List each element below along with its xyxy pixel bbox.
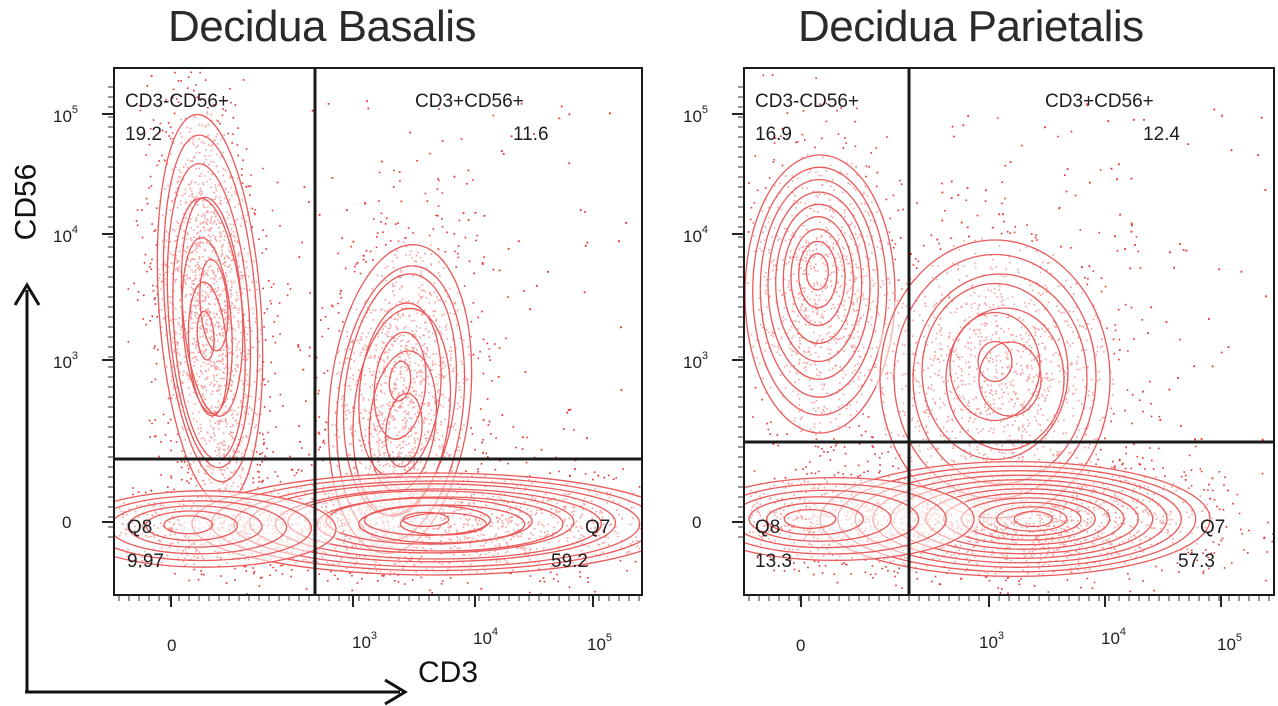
contour-ring: [115, 500, 288, 555]
contour-ring: [805, 253, 829, 291]
population-contours-1: [156, 105, 264, 513]
population-contours-4: [115, 490, 341, 568]
contour-ring: [363, 504, 492, 536]
contour-ring: [745, 154, 896, 434]
contour-ring: [977, 340, 1013, 383]
quadrant-name-top-right: CD3+CD56+: [415, 91, 524, 112]
quadrant-value-top-right: 11.6: [513, 124, 549, 145]
contour-ring: [767, 191, 871, 381]
contour-lines: [115, 105, 641, 576]
contour-ring: [745, 476, 975, 562]
contour-ring: [798, 240, 838, 309]
density-fill: [745, 478, 980, 560]
contour-ring: [358, 504, 526, 544]
population-contours-4: [745, 476, 980, 562]
contour-ring: [748, 496, 892, 542]
quadrant-value-bottom-right: 57.3: [1178, 551, 1215, 572]
density-fill: [115, 491, 341, 567]
quadrant-name-bottom-right: Q7: [585, 517, 611, 538]
contour-ring: [162, 134, 259, 483]
contour-ring: [752, 166, 888, 416]
quadrant-name-top-left: CD3-CD56+: [125, 91, 230, 112]
quadrant-value-bottom-left: 9.97: [127, 551, 164, 572]
y-axis-arrowhead: [13, 282, 41, 306]
x-tick-label-1e3: 103: [352, 630, 378, 652]
quadrant-name-top-right: CD3+CD56+: [1045, 91, 1154, 112]
x-tick-label-1e4: 104: [1101, 626, 1127, 648]
contour-ring: [745, 489, 920, 549]
y-axis-title: CD56: [9, 163, 43, 241]
y-tick-label-1e5: 105: [53, 104, 79, 126]
quadrant-name-bottom-right: Q7: [1200, 517, 1226, 538]
contour-ring: [187, 281, 229, 417]
y-tick-label-0: 0: [62, 513, 72, 532]
x-axis-ticks-left: [118, 595, 640, 607]
contour-ring: [775, 203, 863, 363]
contour-ring: [373, 331, 427, 440]
x-axis-title: CD3: [418, 656, 479, 689]
y-axis-ticks-right: [732, 86, 744, 538]
x-tick-label-0: 0: [796, 636, 806, 655]
contour-ring: [759, 178, 879, 398]
x-axis-arrowhead: [384, 678, 408, 706]
plot-area-decidua-parietalis: [745, 69, 1273, 594]
x-tick-label-1e5: 105: [1217, 632, 1243, 654]
contour-ring: [163, 515, 214, 535]
plot-panel-decidua-basalis: CD3-CD56+ 19.2 CD3+CD56+ 11.6 Q8 9.97 Q7…: [113, 67, 643, 596]
y-axis-ticks-left: [102, 86, 114, 538]
contour-ring: [196, 310, 215, 361]
contour-ring: [145, 510, 239, 542]
contour-ring: [782, 216, 854, 345]
contour-ring: [181, 236, 233, 415]
x-axis-ticks-right: [748, 595, 1270, 607]
contour-ring: [745, 483, 947, 555]
y-tick-label-1e5: 105: [683, 104, 709, 126]
contour-ring: [1013, 510, 1053, 528]
contour-ring: [166, 163, 252, 469]
quadrant-value-bottom-right: 59.2: [551, 551, 588, 572]
contour-ring: [127, 505, 263, 548]
quadrant-name-bottom-left: Q8: [127, 517, 153, 538]
contour-ring: [115, 490, 337, 568]
contour-ring: [996, 506, 1068, 532]
y-tick-label-1e3: 103: [683, 350, 709, 372]
contour-ring: [921, 282, 1069, 461]
x-tick-label-1e4: 104: [473, 626, 499, 648]
density-fill: [876, 234, 1114, 524]
plot-area-decidua-basalis: [115, 69, 641, 594]
quadrant-value-top-left: 16.9: [755, 124, 792, 145]
contour-lines: [745, 149, 1219, 578]
chart-title-decidua-parietalis: Decidua Parietalis: [798, 2, 1144, 51]
quadrant-name-top-left: CD3-CD56+: [755, 91, 860, 112]
contour-ring: [783, 508, 837, 530]
quadrant-value-top-left: 19.2: [125, 124, 162, 145]
contour-ring: [115, 495, 313, 562]
density-fill: [745, 149, 897, 439]
x-tick-label-1e5: 105: [587, 632, 613, 654]
contour-ring: [945, 307, 1065, 451]
plot-panel-decidua-parietalis: CD3-CD56+ 16.9 CD3+CD56+ 12.4 Q8 13.3 Q7…: [743, 67, 1275, 596]
y-tick-label-1e4: 104: [53, 224, 79, 246]
quadrant-value-bottom-left: 13.3: [755, 551, 792, 572]
contour-ring: [402, 511, 450, 528]
contour-ring: [399, 512, 487, 536]
contour-ring: [790, 228, 846, 327]
quadrant-name-bottom-left: Q8: [755, 517, 781, 538]
population-contours-1: [745, 149, 897, 439]
chart-title-decidua-basalis: Decidua Basalis: [168, 2, 477, 51]
contour-ring: [388, 360, 412, 402]
contour-ring: [199, 258, 229, 352]
contour-ring: [949, 311, 1041, 422]
contour-ring: [766, 502, 864, 536]
y-tick-label-0: 0: [692, 513, 702, 532]
y-tick-label-1e3: 103: [53, 350, 79, 372]
y-tick-label-1e4: 104: [683, 224, 709, 246]
contour-ring: [978, 341, 1042, 417]
x-tick-label-1e3: 103: [979, 630, 1005, 652]
quadrant-value-top-right: 12.4: [1143, 124, 1180, 145]
x-tick-label-0: 0: [167, 636, 177, 655]
